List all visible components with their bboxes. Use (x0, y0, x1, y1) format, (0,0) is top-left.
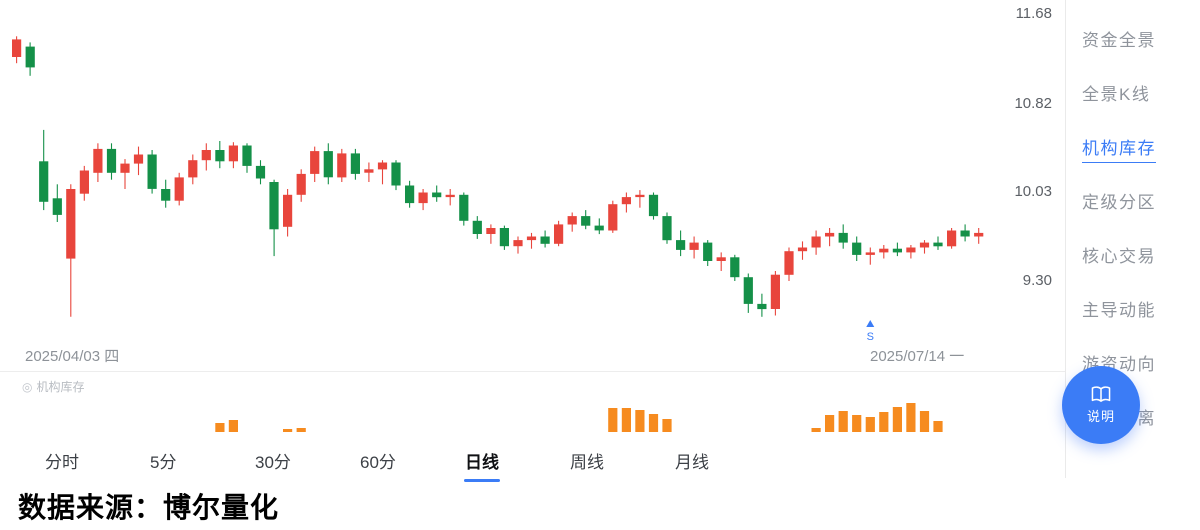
tab-5min[interactable]: 5分 (150, 440, 255, 492)
y-axis-label: 10.03 (1014, 183, 1052, 200)
tab-label: 60分 (360, 453, 396, 472)
tab-label: 分时 (45, 453, 79, 472)
tab-label: 月线 (675, 453, 709, 472)
tab-label: 周线 (570, 453, 604, 472)
chart-area: S 11.68 10.82 10.03 9.30 2025/04/03 四 2025/0… (0, 0, 1065, 445)
x-axis-date-label: 2025/07/14 一 (870, 348, 965, 365)
sidebar-item-label: 机构库存 (1082, 134, 1156, 163)
sidebar-item-institutional-inventory[interactable]: 机构库存 (1082, 134, 1156, 163)
y-axis-label: 11.68 (1015, 5, 1052, 22)
sidebar-item-label: 主导动能 (1082, 301, 1156, 320)
tab-30min[interactable]: 30分 (255, 440, 360, 492)
indicator-info-icon: ◎ (22, 379, 33, 394)
help-button-label: 说明 (1086, 409, 1115, 424)
tab-label: 日线 (464, 448, 500, 482)
x-axis-date-label: 2025/04/03 四 (25, 348, 120, 365)
book-icon (1091, 386, 1111, 402)
svg-text:S: S (867, 331, 874, 343)
indicator-pane-title: 机构库存 (36, 380, 85, 394)
indicator-pane-label: ◎ 机构库存 (22, 378, 85, 395)
kline-canvas[interactable]: S (0, 0, 1065, 445)
sidebar-item-label: 定级分区 (1082, 193, 1156, 212)
tab-monthly[interactable]: 月线 (675, 440, 780, 492)
sidebar-item-label: 资金全景 (1082, 31, 1156, 50)
tab-60min[interactable]: 60分 (360, 440, 465, 492)
tab-weekly[interactable]: 周线 (570, 440, 675, 492)
sidebar-item-rating-zone[interactable]: 定级分区 (1082, 188, 1156, 213)
y-axis-label: 9.30 (1022, 272, 1052, 289)
sidebar-item-label: 核心交易 (1082, 247, 1156, 266)
sidebar-item-panorama-kline[interactable]: 全景K线 (1082, 80, 1150, 105)
data-source-text: 数据来源：博尔量化 (18, 492, 280, 523)
y-axis-label: 10.82 (1014, 95, 1052, 112)
sidebar-item-fund-panorama[interactable]: 资金全景 (1082, 26, 1156, 51)
chart-divider (0, 371, 1065, 372)
period-tabs: 分时 5分 30分 60分 日线 周线 月线 (0, 440, 1065, 492)
help-button[interactable]: 说明 (1062, 366, 1140, 444)
tab-daily[interactable]: 日线 (464, 440, 570, 492)
tab-label: 5分 (150, 453, 177, 472)
sidebar-item-label: 全景K线 (1082, 85, 1151, 104)
tab-label: 30分 (255, 453, 291, 472)
sidebar-item-leading-momentum[interactable]: 主导动能 (1082, 296, 1156, 321)
sidebar-item-core-trading[interactable]: 核心交易 (1082, 242, 1156, 267)
tab-fenshi[interactable]: 分时 (45, 440, 150, 492)
